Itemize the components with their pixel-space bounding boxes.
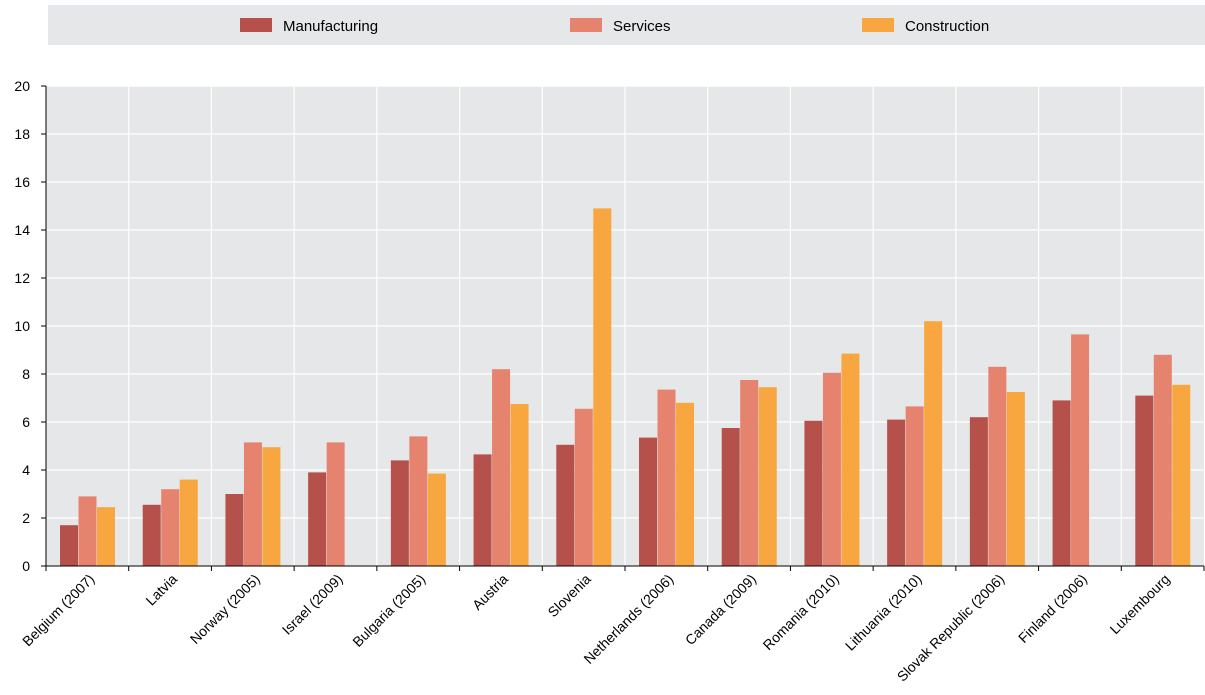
bar-manufacturing <box>639 437 657 566</box>
bar-services <box>409 436 428 566</box>
x-tick-label: Canada (2009) <box>682 571 759 648</box>
x-axis-ticks: Belgium (2007) Latvia Norway (2005) Israel … <box>19 566 1205 684</box>
y-tick-label: 4 <box>22 462 30 478</box>
bar-construction <box>676 402 694 566</box>
y-tick-label: 14 <box>14 222 30 238</box>
y-tick-label: 8 <box>22 366 30 382</box>
bar-construction <box>179 479 198 566</box>
legend-item: Construction <box>862 18 989 35</box>
bar-manufacturing <box>473 454 492 566</box>
x-tick-label: Netherlands (2006) <box>580 571 676 667</box>
y-tick-label: 2 <box>22 510 30 526</box>
bar-manufacturing <box>887 419 906 566</box>
bar-manufacturing <box>1052 400 1071 566</box>
y-axis-ticks: 0 2 4 6 8 10 12 14 16 18 20 <box>14 78 46 574</box>
legend-item: Services <box>570 18 671 35</box>
x-tick-label: Belgium (2007) <box>19 571 97 649</box>
y-tick-label: 0 <box>22 558 30 574</box>
y-tick-label: 20 <box>14 78 30 94</box>
legend-label: Services <box>613 18 671 35</box>
bar-services <box>1153 354 1172 566</box>
bar-services <box>78 496 97 566</box>
x-tick-label: Finland (2006) <box>1015 571 1090 646</box>
legend-label: Manufacturing <box>283 18 378 35</box>
bar-manufacturing <box>142 504 161 566</box>
legend-label: Construction <box>905 18 989 35</box>
bar-manufacturing <box>969 417 988 566</box>
legend-swatch <box>570 18 602 32</box>
bar-services <box>988 366 1007 566</box>
bar-manufacturing <box>390 460 409 566</box>
x-tick-label: Romania (2010) <box>760 571 842 653</box>
bar-construction <box>97 507 115 566</box>
bar-manufacturing <box>60 525 78 566</box>
bar-manufacturing <box>804 420 823 566</box>
legend-swatch <box>240 18 272 32</box>
legend: Manufacturing Services Construction <box>48 5 1205 45</box>
bar-services <box>1071 334 1090 566</box>
bar-construction <box>1006 392 1025 566</box>
y-tick-label: 10 <box>14 318 30 334</box>
bar-manufacturing <box>721 428 740 566</box>
bar-construction <box>593 208 612 566</box>
bar-construction <box>758 387 777 566</box>
bar-services <box>740 380 759 566</box>
bar-services <box>822 372 841 566</box>
x-tick-label: Lithuania (2010) <box>842 571 925 654</box>
bar-construction <box>841 353 860 566</box>
x-tick-label: Norway (2005) <box>187 571 263 647</box>
x-tick-label: Latvia <box>142 571 180 609</box>
y-tick-label: 16 <box>14 174 30 190</box>
bars <box>60 208 1191 566</box>
bar-services <box>492 369 511 566</box>
bar-manufacturing <box>1135 395 1154 566</box>
y-tick-label: 12 <box>14 270 30 286</box>
x-tick-label: Israel (2009) <box>279 571 346 638</box>
bar-construction <box>924 321 943 566</box>
x-tick-label: Luxembourg <box>1106 571 1172 637</box>
bar-construction <box>262 447 281 566</box>
legend-item: Manufacturing <box>240 18 378 35</box>
bar-services <box>657 389 676 566</box>
bar-services <box>161 489 180 566</box>
bar-manufacturing <box>308 472 327 566</box>
vertical-gridlines <box>128 86 1122 566</box>
x-tick-label: Austria <box>469 571 511 613</box>
bar-services <box>574 408 593 566</box>
bar-manufacturing <box>556 444 575 566</box>
bar-services <box>243 442 262 566</box>
y-tick-label: 6 <box>22 414 30 430</box>
bar-construction <box>1172 384 1191 566</box>
x-tick-label: Slovenia <box>544 571 593 620</box>
y-tick-label: 18 <box>14 126 30 142</box>
bar-services <box>326 442 345 566</box>
bar-construction <box>427 473 446 566</box>
bar-services <box>905 406 924 566</box>
bar-construction <box>510 404 529 566</box>
bar-manufacturing <box>225 494 244 566</box>
legend-swatch <box>862 18 894 32</box>
x-tick-label: Bulgaria (2005) <box>349 571 428 650</box>
